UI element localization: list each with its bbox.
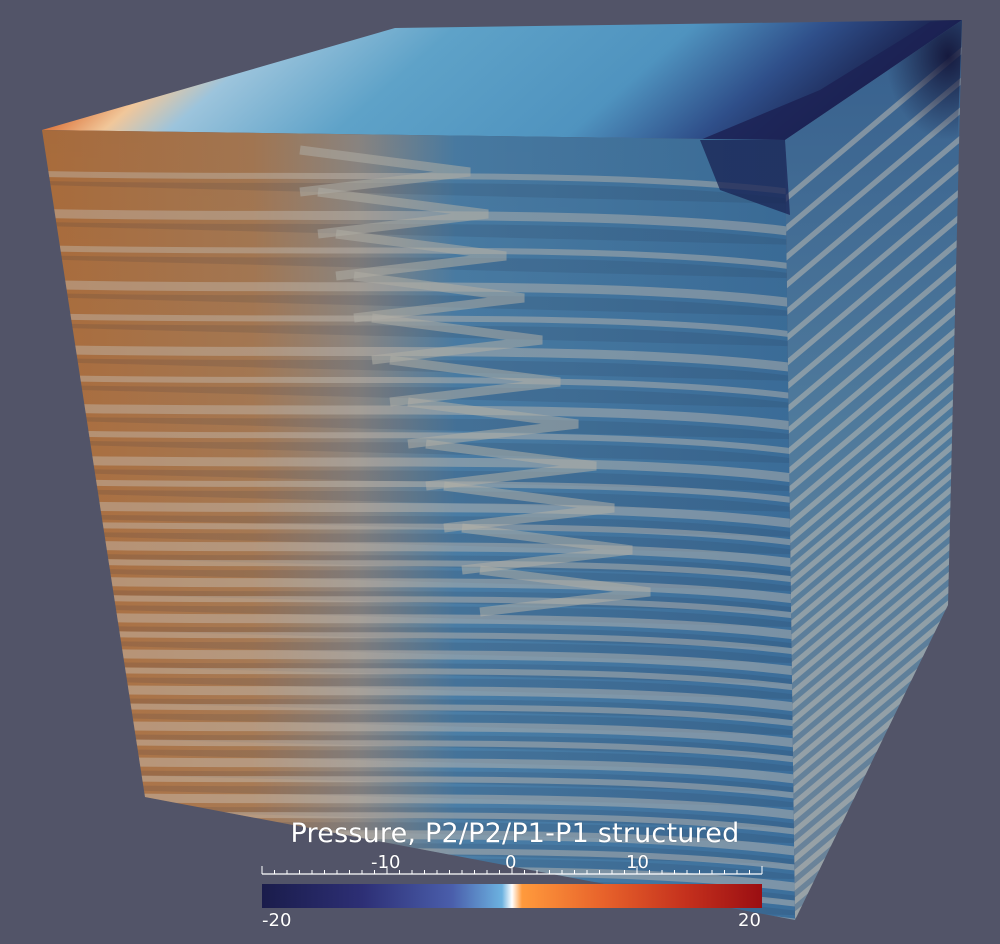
colorbar-title: Pressure, P2/P2/P1-P1 structured xyxy=(290,818,740,849)
cube-top-face xyxy=(42,20,962,140)
right-face-band xyxy=(785,540,962,707)
right-face-band xyxy=(785,526,962,693)
right-face-band xyxy=(785,582,962,749)
right-face-band xyxy=(785,554,962,721)
right-face-band xyxy=(785,295,962,462)
right-face-band xyxy=(785,512,962,679)
front-face-band xyxy=(42,917,795,920)
right-face-band xyxy=(785,498,962,665)
colorbar-max-label: 20 xyxy=(738,910,761,931)
right-face-band xyxy=(785,428,962,595)
right-face-band xyxy=(785,369,962,536)
colorbar-gradient xyxy=(262,884,762,908)
right-face-dark-region xyxy=(785,20,962,260)
right-face-band xyxy=(785,456,962,623)
right-face-band xyxy=(785,205,962,372)
right-face-band xyxy=(785,568,962,735)
front-face-shadow-band xyxy=(42,912,795,920)
right-face-band xyxy=(785,385,962,552)
right-face-band xyxy=(785,484,962,651)
right-face-band xyxy=(785,610,962,777)
right-face-band xyxy=(785,442,962,609)
right-face-band xyxy=(785,274,962,441)
colorbar-tick-label: 10 xyxy=(626,852,649,873)
right-face-band xyxy=(785,315,962,482)
colorbar-tick-label: -10 xyxy=(371,852,401,873)
right-face-band xyxy=(785,470,962,637)
right-face-band xyxy=(785,252,962,419)
colorbar-min-label: -20 xyxy=(262,910,292,931)
colorbar-tick-label: 0 xyxy=(505,852,517,873)
right-face-band xyxy=(785,596,962,763)
right-face-band xyxy=(785,334,962,501)
front-face-shadow-band xyxy=(0,927,800,944)
right-face-band xyxy=(785,180,962,347)
colorbar xyxy=(261,866,763,908)
right-face-band xyxy=(785,414,962,581)
right-face-band xyxy=(785,229,962,396)
right-face-band xyxy=(785,400,962,567)
top-face-dark-region xyxy=(700,20,962,140)
colorbar-ticks xyxy=(261,866,763,874)
right-face-band xyxy=(785,352,962,519)
